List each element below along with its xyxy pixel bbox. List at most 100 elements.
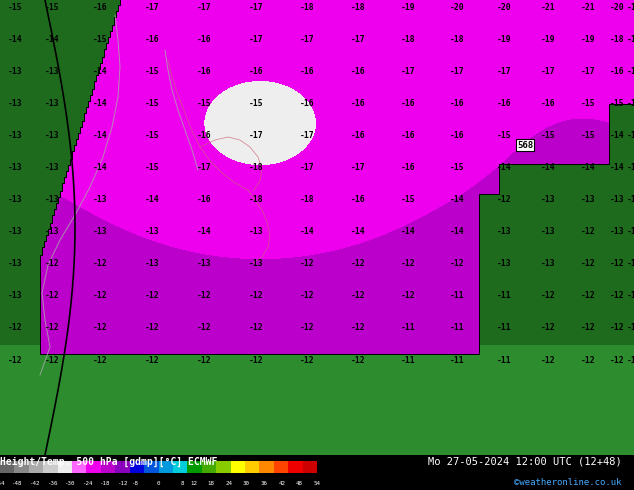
Text: -16: -16 [401, 131, 415, 141]
Text: -13: -13 [44, 227, 60, 237]
Text: -18: -18 [626, 35, 634, 45]
Text: -12: -12 [626, 260, 634, 269]
Text: -13: -13 [145, 227, 159, 237]
Text: -11: -11 [496, 356, 511, 365]
Text: -17: -17 [197, 3, 211, 13]
Bar [0, 461, 15, 473]
Text: 48: 48 [296, 481, 303, 486]
Text: -16: -16 [610, 68, 624, 76]
Text: -13: -13 [8, 260, 22, 269]
Text: -16: -16 [541, 99, 555, 108]
Text: -15: -15 [93, 35, 107, 45]
Text: -12: -12 [401, 292, 415, 300]
Text: -12: -12 [610, 260, 624, 269]
Text: -12: -12 [93, 292, 107, 300]
Text: -12: -12 [118, 481, 129, 486]
Text: -17: -17 [401, 68, 415, 76]
Text: -16: -16 [351, 196, 365, 204]
Text: -13: -13 [8, 196, 22, 204]
Text: -11: -11 [496, 292, 511, 300]
Text: -13: -13 [541, 196, 555, 204]
Text: -15: -15 [581, 99, 595, 108]
Text: -12: -12 [249, 323, 263, 333]
Bar [187, 461, 202, 473]
Text: Mo 27-05-2024 12:00 UTC (12+48): Mo 27-05-2024 12:00 UTC (12+48) [427, 457, 621, 467]
Text: -16: -16 [197, 68, 211, 76]
Text: -12: -12 [300, 292, 314, 300]
Text: -16: -16 [401, 99, 415, 108]
Text: -14: -14 [541, 164, 555, 172]
Text: -12: -12 [300, 323, 314, 333]
Text: -12: -12 [401, 260, 415, 269]
Text: -11: -11 [626, 356, 634, 365]
Text: -16: -16 [351, 131, 365, 141]
Text: -13: -13 [44, 68, 60, 76]
Text: -15: -15 [145, 164, 159, 172]
Bar [115, 461, 130, 473]
Text: -12: -12 [93, 323, 107, 333]
Text: 30: 30 [243, 481, 250, 486]
Text: -12: -12 [44, 260, 60, 269]
Text: -13: -13 [8, 131, 22, 141]
Text: -13: -13 [8, 227, 22, 237]
Text: -18: -18 [100, 481, 111, 486]
Text: -15: -15 [249, 99, 263, 108]
Text: -11: -11 [401, 323, 415, 333]
Text: -11: -11 [450, 356, 464, 365]
Text: -12: -12 [93, 356, 107, 365]
Text: -18: -18 [351, 3, 365, 13]
Text: -13: -13 [541, 227, 555, 237]
Text: -12: -12 [610, 323, 624, 333]
Text: -13: -13 [610, 196, 624, 204]
Text: -11: -11 [496, 323, 511, 333]
Text: -15: -15 [197, 99, 211, 108]
Text: -13: -13 [93, 227, 107, 237]
Text: -17: -17 [541, 68, 555, 76]
Text: -12: -12 [44, 356, 60, 365]
Text: -12: -12 [197, 292, 211, 300]
Text: -16: -16 [401, 164, 415, 172]
Text: -14: -14 [93, 164, 107, 172]
Text: -12: -12 [351, 292, 365, 300]
Text: -12: -12 [249, 356, 263, 365]
Text: -12: -12 [145, 356, 159, 365]
Text: -15: -15 [145, 99, 159, 108]
Text: -12: -12 [300, 260, 314, 269]
Text: -12: -12 [450, 260, 464, 269]
Bar [58, 461, 72, 473]
Text: -12: -12 [249, 292, 263, 300]
Bar [43, 461, 58, 473]
Text: 24: 24 [226, 481, 233, 486]
Text: -16: -16 [450, 131, 464, 141]
Text: -16: -16 [197, 35, 211, 45]
Bar [130, 461, 144, 473]
Text: -12: -12 [581, 323, 595, 333]
Text: -18: -18 [300, 3, 314, 13]
Text: -17: -17 [300, 35, 314, 45]
Text: -12: -12 [610, 292, 624, 300]
Text: -12: -12 [581, 260, 595, 269]
Bar [259, 461, 274, 473]
Text: -8: -8 [131, 481, 138, 486]
Text: -12: -12 [197, 323, 211, 333]
Text: -17: -17 [249, 3, 263, 13]
Text: -12: -12 [93, 260, 107, 269]
Bar [158, 461, 173, 473]
Bar [288, 461, 302, 473]
Bar [245, 461, 259, 473]
Text: -17: -17 [249, 35, 263, 45]
Text: -18: -18 [450, 35, 464, 45]
Text: -15: -15 [626, 99, 634, 108]
Text: -42: -42 [30, 481, 41, 486]
Text: -14: -14 [300, 227, 314, 237]
Text: -16: -16 [450, 99, 464, 108]
Text: -14: -14 [145, 196, 159, 204]
Text: -12: -12 [541, 356, 555, 365]
Text: -14: -14 [626, 131, 634, 141]
Text: -11: -11 [450, 323, 464, 333]
Text: -12: -12 [541, 323, 555, 333]
Text: 12: 12 [190, 481, 197, 486]
Text: -13: -13 [626, 227, 634, 237]
Text: -16: -16 [249, 68, 263, 76]
Text: -21: -21 [541, 3, 555, 13]
